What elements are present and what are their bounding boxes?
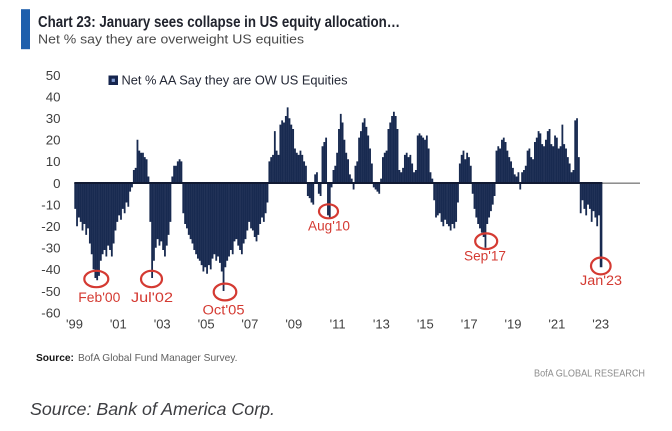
svg-text:'19: '19 <box>505 316 522 331</box>
svg-text:-30: -30 <box>41 241 60 256</box>
svg-text:'11: '11 <box>330 316 346 331</box>
svg-text:Net % AA Say they are OW US Eq: Net % AA Say they are OW US Equities <box>122 73 348 88</box>
svg-text:Aug'10: Aug'10 <box>308 219 350 234</box>
svg-text:'17: '17 <box>461 316 478 331</box>
svg-text:-10: -10 <box>41 197 60 212</box>
svg-text:0: 0 <box>53 176 60 191</box>
svg-text:'15: '15 <box>417 316 434 331</box>
svg-text:Oct'05: Oct'05 <box>203 303 245 318</box>
svg-text:Feb'00: Feb'00 <box>78 290 120 305</box>
svg-text:10: 10 <box>46 154 61 169</box>
svg-text:Chart 23: January sees collaps: Chart 23: January sees collapse in US eq… <box>38 14 400 31</box>
svg-text:Source: Bank of America Corp.: Source: Bank of America Corp. <box>30 399 275 419</box>
svg-text:'05: '05 <box>198 316 215 331</box>
svg-text:-40: -40 <box>41 262 60 277</box>
svg-text:'07: '07 <box>241 316 258 331</box>
svg-text:-60: -60 <box>41 305 60 320</box>
svg-text:30: 30 <box>46 111 61 126</box>
svg-text:Sep'17: Sep'17 <box>464 249 506 264</box>
svg-text:'21: '21 <box>548 316 565 331</box>
svg-text:20: 20 <box>46 133 61 148</box>
svg-text:-20: -20 <box>41 219 60 234</box>
svg-text:'09: '09 <box>285 316 302 331</box>
svg-text:Jan'23: Jan'23 <box>580 273 622 288</box>
svg-text:'01: '01 <box>110 316 127 331</box>
svg-text:'13: '13 <box>373 316 390 331</box>
svg-text:-50: -50 <box>41 284 60 299</box>
svg-text:Jul'02: Jul'02 <box>131 290 173 305</box>
svg-text:Source:BofA Global Fund Manage: Source: BofA Global Fund Manager Survey. <box>36 353 237 364</box>
svg-text:'23: '23 <box>592 316 609 331</box>
svg-text:Net % say they are overweight: Net % say they are overweight US equitie… <box>38 32 304 46</box>
svg-text:'99: '99 <box>66 316 83 331</box>
svg-text:40: 40 <box>46 89 61 104</box>
svg-text:50: 50 <box>46 68 61 83</box>
svg-text:BofA GLOBAL RESEARCH: BofA GLOBAL RESEARCH <box>534 368 645 380</box>
svg-text:'03: '03 <box>154 316 171 331</box>
